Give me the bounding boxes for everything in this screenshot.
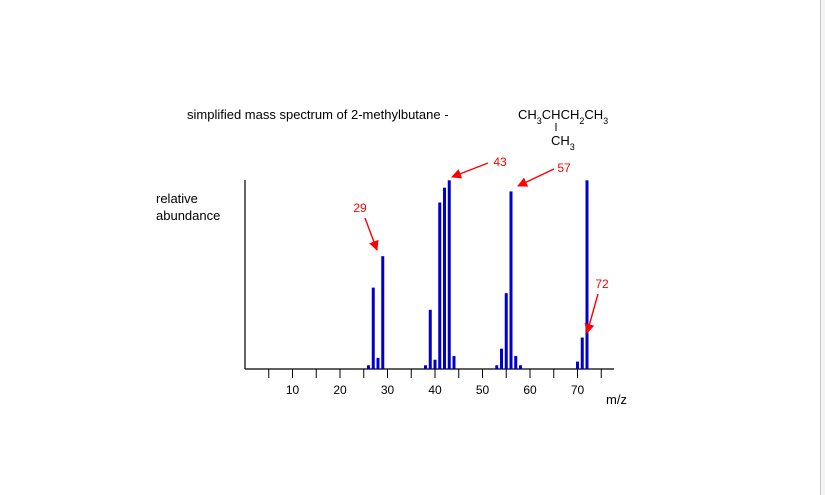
peak-annotation-arrow: [517, 168, 555, 187]
spectrum-bar: [381, 256, 385, 369]
spectrum-bar: [500, 348, 503, 369]
spectrum-bar: [447, 180, 451, 369]
spectrum-bar: [428, 309, 432, 369]
peak-annotation-label: 57: [557, 161, 571, 175]
formula-text: CHCH: [542, 107, 580, 122]
formula-text: CH: [551, 133, 570, 148]
spectrum-bar: [452, 356, 456, 369]
spectrum-bar: [514, 356, 518, 369]
x-tick-label: 40: [428, 383, 442, 397]
spectrum-bar: [443, 187, 446, 369]
x-axis-label: m/z: [606, 392, 627, 407]
spectrum-bar: [367, 365, 370, 369]
spectrum-bar: [424, 365, 427, 369]
spectrum-bar: [585, 180, 589, 369]
structural-formula: CH3CHCH2CH3: [518, 107, 608, 126]
spectrum-bar: [371, 287, 375, 369]
spectrum-bar: [376, 357, 380, 369]
x-tick-label: 20: [333, 383, 347, 397]
formula-subscript: 2: [579, 116, 584, 126]
peak-annotation-arrow: [364, 217, 379, 251]
peak-annotation-label: 72: [595, 277, 609, 291]
spectrum-bar: [519, 365, 522, 369]
spectrum-bar: [509, 191, 513, 369]
spectrum-bar: [495, 365, 499, 369]
spectrum-bar: [580, 337, 584, 369]
x-tick-label: 70: [571, 383, 585, 397]
spectrum-bar: [576, 361, 579, 369]
x-tick-label: 10: [286, 383, 300, 397]
formula-text: CH: [518, 107, 537, 122]
y-axis-label-line-2: abundance: [156, 208, 220, 223]
y-axis-label-line-1: relative: [156, 191, 198, 206]
formula-branch-group: CH3: [551, 133, 575, 152]
spectrum-bar: [438, 202, 442, 369]
window-border: [820, 0, 821, 495]
x-tick-label: 50: [476, 383, 490, 397]
window-edge: [821, 0, 825, 495]
peak-annotation-label: 29: [353, 201, 367, 215]
peak-annotation-label: 43: [493, 155, 507, 169]
peak-annotation-arrow: [451, 162, 489, 179]
formula-text: CH: [584, 107, 603, 122]
chart-title: simplified mass spectrum of 2-methylbuta…: [187, 107, 449, 122]
formula-subscript: 3: [537, 116, 542, 126]
spectrum-bar: [433, 359, 437, 369]
x-tick-label: 30: [381, 383, 395, 397]
x-tick-label: 60: [523, 383, 537, 397]
formula-subscript: 3: [603, 116, 608, 126]
peak-annotation-arrow: [584, 293, 599, 334]
spectrum-bar: [504, 293, 508, 369]
formula-subscript: 3: [570, 142, 575, 152]
